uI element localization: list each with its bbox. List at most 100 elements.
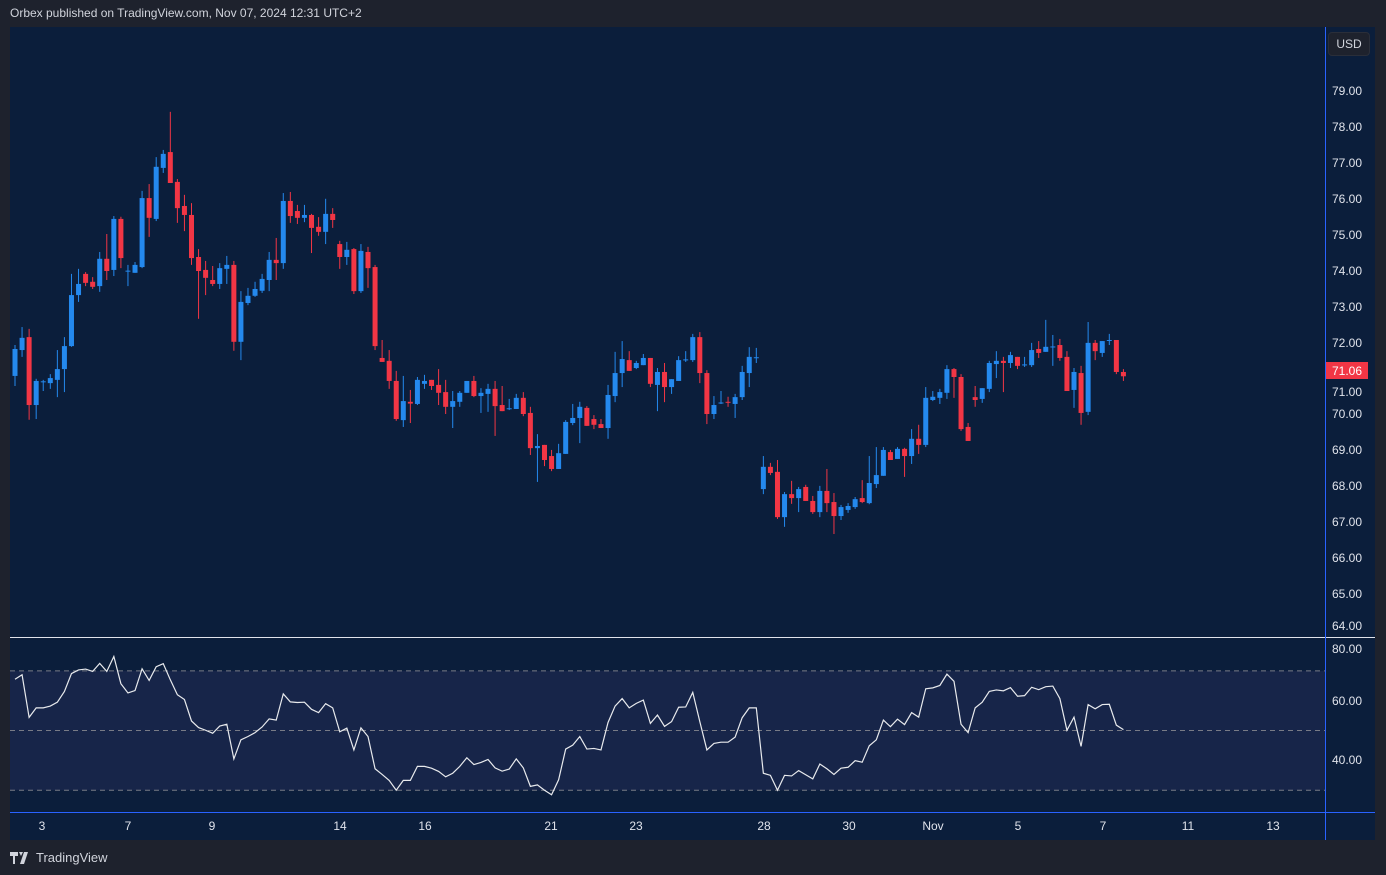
candle: [774, 460, 780, 519]
candle-body: [880, 449, 886, 476]
candle-body: [203, 269, 209, 278]
candle-body: [414, 379, 420, 404]
candle-body: [436, 384, 442, 393]
candle-body: [365, 251, 371, 269]
candle-body: [767, 466, 773, 473]
tradingview-logo[interactable]: TradingView: [10, 850, 108, 865]
price-tick: 73.00: [1332, 299, 1363, 314]
candle: [330, 208, 336, 228]
candle: [767, 462, 773, 476]
candle: [803, 484, 809, 501]
candle: [887, 449, 893, 461]
candle: [732, 393, 738, 418]
price-tick: 72.00: [1332, 335, 1363, 350]
candle: [245, 287, 251, 306]
candle-body: [47, 378, 53, 384]
candle-body: [577, 406, 583, 418]
price-tick: 75.00: [1332, 227, 1363, 242]
candle: [542, 444, 547, 467]
candle-body: [838, 507, 844, 517]
candle-body: [534, 445, 540, 449]
candle-body: [372, 267, 378, 347]
candle: [323, 198, 329, 245]
candle-body: [570, 417, 576, 423]
candle: [457, 391, 463, 407]
logo-text: TradingView: [36, 850, 108, 865]
candle: [224, 255, 230, 284]
candle-body: [309, 214, 315, 228]
candle: [598, 419, 604, 429]
candle-body: [584, 407, 590, 426]
candle: [676, 356, 682, 381]
price-tick: 66.00: [1332, 551, 1363, 566]
candle: [972, 385, 978, 407]
candle: [930, 391, 936, 402]
candle-body: [160, 153, 166, 168]
candle: [640, 354, 646, 366]
candle: [54, 350, 60, 398]
candle: [944, 365, 950, 399]
candle-body: [245, 295, 251, 303]
candle-body: [54, 369, 60, 380]
candle: [1113, 339, 1119, 375]
candle-body: [471, 380, 477, 397]
candle-body: [19, 337, 25, 351]
candle-body: [464, 380, 470, 393]
candle: [421, 374, 427, 389]
candle: [993, 351, 999, 379]
candle: [1071, 368, 1077, 408]
candle: [351, 248, 357, 295]
candle-body: [294, 211, 300, 218]
candle-body: [252, 288, 258, 296]
candle: [1007, 351, 1013, 369]
candle: [506, 398, 512, 411]
candle-body: [323, 213, 329, 232]
candle: [916, 424, 922, 454]
candle-body: [866, 482, 872, 504]
candle-body: [1043, 346, 1049, 352]
currency-button[interactable]: USD: [1328, 32, 1370, 56]
candle-body: [1085, 342, 1091, 412]
candle-body: [944, 369, 950, 393]
candle-body: [210, 279, 216, 284]
candle: [33, 378, 39, 420]
candle: [464, 380, 470, 393]
candle: [654, 368, 660, 412]
candle-body: [1007, 355, 1013, 363]
candle: [118, 216, 124, 269]
time-tick: 28: [757, 819, 771, 833]
candle-body: [1078, 373, 1084, 413]
candle: [203, 260, 209, 296]
time-tick: 7: [124, 819, 132, 833]
candle-body: [450, 401, 456, 407]
candle: [1050, 334, 1056, 366]
candle-body: [167, 152, 173, 183]
candle: [280, 193, 286, 269]
candle: [1036, 341, 1042, 358]
candle: [287, 191, 293, 223]
candle-body: [174, 181, 180, 209]
candle: [845, 503, 851, 513]
candle: [393, 370, 399, 421]
rsi-tick: 60.00: [1332, 693, 1363, 708]
candle: [90, 277, 96, 289]
candle-body: [217, 268, 223, 284]
candle: [1057, 338, 1063, 361]
candle-body: [711, 405, 717, 415]
candle: [880, 447, 886, 476]
candle-body: [12, 348, 18, 376]
candle-body: [1071, 371, 1077, 390]
candles: [12, 111, 1126, 535]
candle: [273, 237, 279, 280]
price-tick: 79.00: [1332, 84, 1363, 98]
candle-body: [556, 453, 562, 469]
candle-body: [704, 373, 710, 415]
candle-body: [591, 419, 597, 425]
price-tick: 64.00: [1332, 618, 1363, 633]
candle: [40, 379, 46, 392]
candle-body: [549, 456, 555, 469]
price-tick: 74.00: [1332, 263, 1363, 278]
candle-body: [725, 401, 731, 403]
candle: [662, 362, 668, 403]
